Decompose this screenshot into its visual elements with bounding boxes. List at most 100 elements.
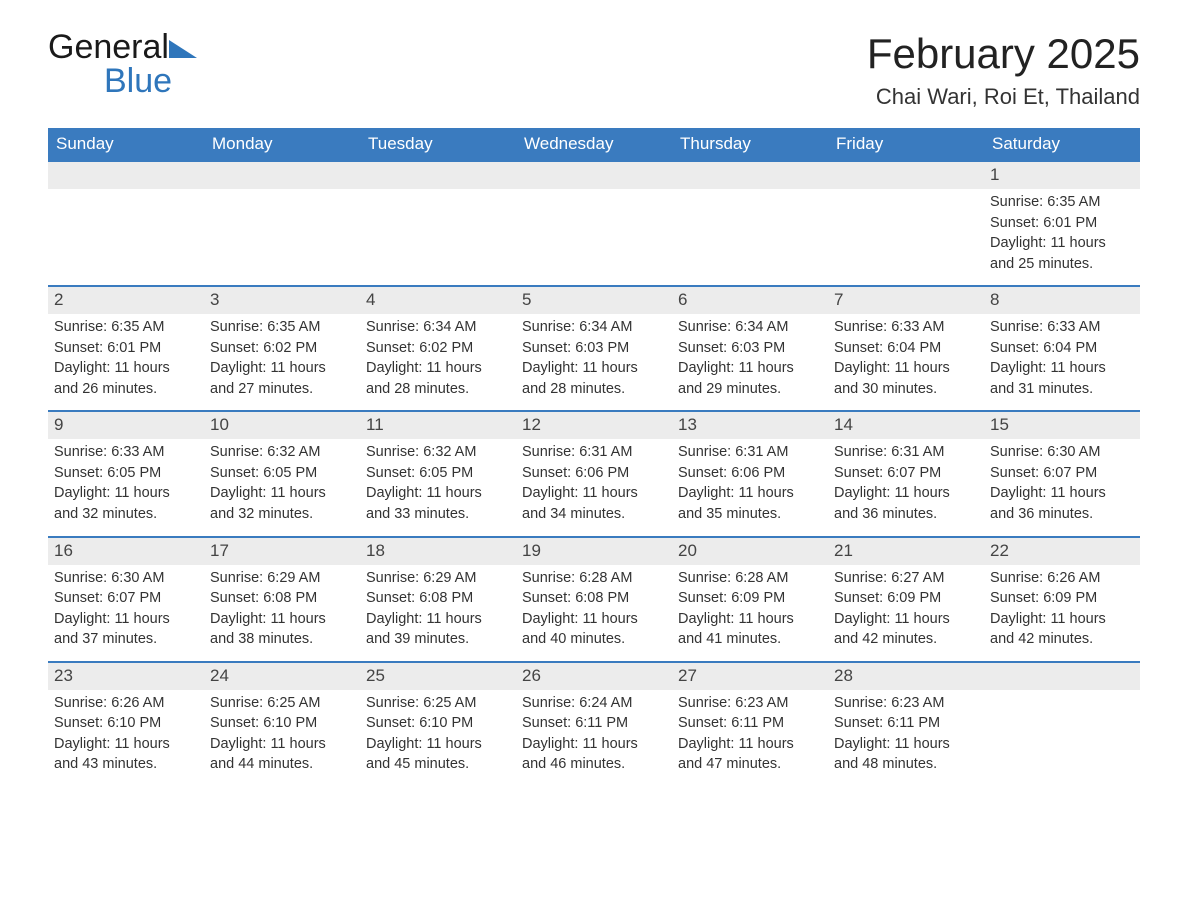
day-day2: and 42 minutes.	[990, 630, 1134, 650]
day-sunset: Sunset: 6:07 PM	[990, 464, 1134, 484]
calendar-cell: 26Sunrise: 6:24 AMSunset: 6:11 PMDayligh…	[516, 662, 672, 786]
day-sunset: Sunset: 6:09 PM	[990, 589, 1134, 609]
day-sunrise: Sunrise: 6:35 AM	[210, 318, 354, 338]
day-number	[516, 162, 672, 189]
calendar-cell	[828, 161, 984, 286]
day-header: Thursday	[672, 128, 828, 161]
day-sunrise: Sunrise: 6:23 AM	[834, 694, 978, 714]
day-day1: Daylight: 11 hours	[834, 735, 978, 755]
calendar-week: 9 Sunrise: 6:33 AMSunset: 6:05 PM Daylight…	[48, 411, 1140, 536]
day-sunrise: Sunrise: 6:34 AM	[366, 318, 510, 338]
calendar-cell: 28Sunrise: 6:23 AMSunset: 6:11 PMDayligh…	[828, 662, 984, 786]
day-body: Sunrise: 6:30 AMSunset: 6:07 PMDaylight:…	[48, 565, 204, 661]
day-day2: and 28 minutes.	[366, 380, 510, 400]
calendar-cell: 4Sunrise: 6:34 AMSunset: 6:02 PMDaylight…	[360, 286, 516, 411]
day-sunset: Sunset: 6:10 PM	[210, 714, 354, 734]
day-sunrise: Sunrise: 6:26 AM	[54, 694, 198, 714]
day-number: 14	[828, 412, 984, 439]
calendar-cell: 23Sunrise: 6:26 AMSunset: 6:10 PMDayligh…	[48, 662, 204, 786]
calendar-body: 1Sunrise: 6:35 AMSunset: 6:01 PMDaylight…	[48, 161, 1140, 786]
day-sunset: Sunset: 6:06 PM	[522, 464, 666, 484]
day-day2: and 37 minutes.	[54, 630, 198, 650]
day-number: 20	[672, 538, 828, 565]
day-number: 9	[48, 412, 204, 439]
day-day2: and 31 minutes.	[990, 380, 1134, 400]
day-sunset: Sunset: 6:01 PM	[990, 214, 1134, 234]
calendar-table: SundayMondayTuesdayWednesdayThursdayFrid…	[48, 128, 1140, 786]
calendar-week: 1Sunrise: 6:35 AMSunset: 6:01 PMDaylight…	[48, 161, 1140, 286]
day-day2: and 46 minutes.	[522, 755, 666, 775]
day-number: 10	[204, 412, 360, 439]
day-number: 21	[828, 538, 984, 565]
day-body: Sunrise: 6:34 AMSunset: 6:02 PMDaylight:…	[360, 314, 516, 410]
day-sunset: Sunset: 6:05 PM	[54, 464, 198, 484]
day-day1: Daylight: 11 hours	[678, 735, 822, 755]
day-sunrise: Sunrise: 6:34 AM	[678, 318, 822, 338]
day-body: Sunrise: 6:31 AMSunset: 6:06 PMDaylight:…	[672, 439, 828, 535]
calendar-head: SundayMondayTuesdayWednesdayThursdayFrid…	[48, 128, 1140, 161]
calendar-cell: 25Sunrise: 6:25 AMSunset: 6:10 PMDayligh…	[360, 662, 516, 786]
brand-part1: General	[48, 28, 169, 66]
day-day1: Daylight: 11 hours	[54, 359, 198, 379]
day-sunset: Sunset: 6:08 PM	[210, 589, 354, 609]
day-sunrise: Sunrise: 6:29 AM	[210, 569, 354, 589]
calendar-cell: 8Sunrise: 6:33 AMSunset: 6:04 PMDaylight…	[984, 286, 1140, 411]
day-sunrise: Sunrise: 6:24 AM	[522, 694, 666, 714]
day-day2: and 25 minutes.	[990, 255, 1134, 275]
day-day2: and 44 minutes.	[210, 755, 354, 775]
day-body: Sunrise: 6:34 AMSunset: 6:03 PMDaylight:…	[672, 314, 828, 410]
day-day2: and 32 minutes.	[210, 505, 354, 525]
day-header: Sunday	[48, 128, 204, 161]
day-day1: Daylight: 11 hours	[522, 484, 666, 504]
day-body: Sunrise: 6:24 AMSunset: 6:11 PMDaylight:…	[516, 690, 672, 786]
day-number: 25	[360, 663, 516, 690]
day-number: 23	[48, 663, 204, 690]
day-number: 26	[516, 663, 672, 690]
day-number: 16	[48, 538, 204, 565]
day-sunset: Sunset: 6:03 PM	[678, 339, 822, 359]
location-subtitle: Chai Wari, Roi Et, Thailand	[867, 84, 1140, 110]
day-day2: and 30 minutes.	[834, 380, 978, 400]
day-header: Saturday	[984, 128, 1140, 161]
brand-text: General Blue	[48, 30, 197, 98]
day-sunset: Sunset: 6:04 PM	[990, 339, 1134, 359]
day-header: Wednesday	[516, 128, 672, 161]
day-day1: Daylight: 11 hours	[54, 610, 198, 630]
day-sunrise: Sunrise: 6:26 AM	[990, 569, 1134, 589]
day-number: 13	[672, 412, 828, 439]
day-sunrise: Sunrise: 6:33 AM	[54, 443, 198, 463]
calendar-cell: 17Sunrise: 6:29 AMSunset: 6:08 PMDayligh…	[204, 537, 360, 662]
day-number	[984, 663, 1140, 690]
day-day2: and 29 minutes.	[678, 380, 822, 400]
day-header: Friday	[828, 128, 984, 161]
calendar-cell: 10Sunrise: 6:32 AMSunset: 6:05 PMDayligh…	[204, 411, 360, 536]
calendar-week: 16Sunrise: 6:30 AMSunset: 6:07 PMDayligh…	[48, 537, 1140, 662]
page-header: General Blue February 2025 Chai Wari, Ro…	[48, 30, 1140, 110]
day-day1: Daylight: 11 hours	[522, 359, 666, 379]
day-number: 18	[360, 538, 516, 565]
day-sunset: Sunset: 6:01 PM	[54, 339, 198, 359]
day-body: Sunrise: 6:27 AMSunset: 6:09 PMDaylight:…	[828, 565, 984, 661]
day-body: Sunrise: 6:33 AMSunset: 6:04 PMDaylight:…	[984, 314, 1140, 410]
day-header: Monday	[204, 128, 360, 161]
day-body: Sunrise: 6:26 AMSunset: 6:09 PMDaylight:…	[984, 565, 1140, 661]
day-body: Sunrise: 6:35 AMSunset: 6:01 PMDaylight:…	[984, 189, 1140, 285]
day-sunset: Sunset: 6:08 PM	[366, 589, 510, 609]
day-number: 15	[984, 412, 1140, 439]
day-day2: and 32 minutes.	[54, 505, 198, 525]
logo-triangle-icon	[169, 40, 197, 58]
day-day1: Daylight: 11 hours	[366, 359, 510, 379]
calendar-cell	[204, 161, 360, 286]
calendar-cell	[48, 161, 204, 286]
day-day1: Daylight: 11 hours	[210, 359, 354, 379]
day-body: Sunrise: 6:32 AMSunset: 6:05 PMDaylight:…	[360, 439, 516, 535]
day-day2: and 45 minutes.	[366, 755, 510, 775]
day-sunset: Sunset: 6:06 PM	[678, 464, 822, 484]
title-block: February 2025 Chai Wari, Roi Et, Thailan…	[867, 30, 1140, 110]
day-day2: and 27 minutes.	[210, 380, 354, 400]
day-number: 22	[984, 538, 1140, 565]
day-day1: Daylight: 11 hours	[210, 610, 354, 630]
calendar-cell: 11Sunrise: 6:32 AMSunset: 6:05 PMDayligh…	[360, 411, 516, 536]
day-number: 28	[828, 663, 984, 690]
day-number: 27	[672, 663, 828, 690]
